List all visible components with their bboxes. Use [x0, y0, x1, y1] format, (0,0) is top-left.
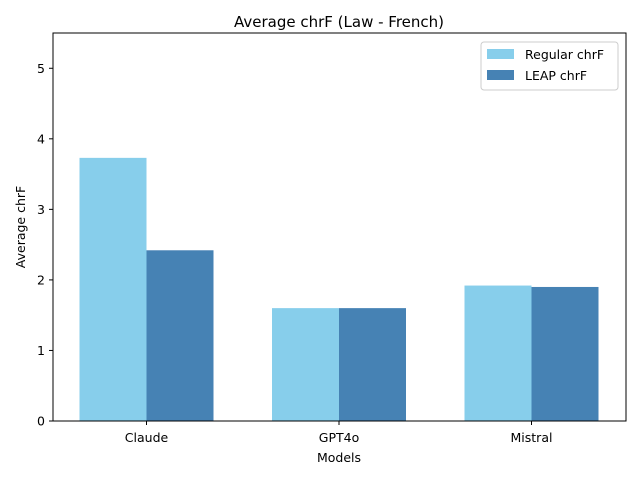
plot-frame: [52, 32, 627, 422]
x-tick-label: GPT4o: [319, 430, 359, 445]
y-tick-label: 2: [37, 272, 45, 287]
legend-swatch: [487, 70, 514, 80]
bar-leap-chrf-mistral: [531, 286, 599, 421]
y-axis-ticks: 0 1 2 3 4 5: [37, 61, 53, 429]
bar-regular-chrf-claude: [79, 157, 147, 421]
bars-layer: [79, 157, 599, 421]
bar-regular-chrf-mistral: [464, 285, 532, 421]
bar-leap-chrf-claude: [146, 250, 214, 421]
y-tick-label: 3: [37, 202, 45, 217]
x-tick-label: Mistral: [511, 430, 553, 445]
y-tick-label: 1: [37, 343, 45, 358]
y-tick-label: 5: [37, 61, 45, 76]
legend-label: Regular chrF: [525, 47, 604, 62]
y-tick-label: 4: [37, 131, 45, 146]
y-axis-label: Average chrF: [13, 186, 28, 268]
legend: Regular chrF LEAP chrF: [480, 41, 619, 91]
y-tick-label: 0: [37, 414, 45, 429]
x-tick-label: Claude: [125, 430, 169, 445]
x-axis-label: Models: [317, 450, 361, 465]
legend-label: LEAP chrF: [525, 68, 587, 83]
legend-box: [480, 41, 619, 91]
legend-swatch: [487, 49, 514, 59]
chart-title: Average chrF (Law - French): [234, 13, 444, 31]
bar-regular-chrf-gpt4o: [272, 308, 339, 421]
bar-leap-chrf-gpt4o: [339, 308, 406, 421]
x-axis-ticks: Claude GPT4o Mistral: [125, 421, 553, 445]
